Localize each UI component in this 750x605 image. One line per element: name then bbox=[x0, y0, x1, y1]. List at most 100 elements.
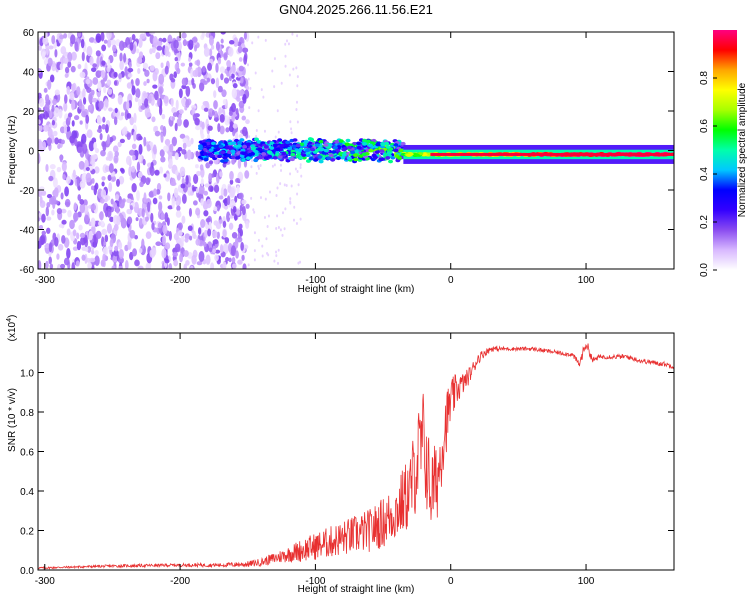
heatmap-noise-cell bbox=[139, 217, 143, 226]
heatmap-noise-cell bbox=[253, 231, 256, 235]
heatmap-onset-cell bbox=[202, 152, 208, 156]
heatmap-noise-cell bbox=[179, 253, 184, 263]
heatmap-noise-cell bbox=[202, 65, 206, 73]
heatmap-onset-cell bbox=[303, 139, 309, 144]
svg-text:(x104): (x104) bbox=[6, 315, 18, 342]
heatmap-noise-cell bbox=[299, 260, 302, 264]
heatmap-noise-cell bbox=[41, 230, 47, 236]
heatmap-noise-cell bbox=[263, 215, 266, 219]
heatmap-onset-cell bbox=[225, 153, 231, 158]
heatmap-noise-cell bbox=[245, 119, 250, 125]
heatmap-noise-cell bbox=[103, 86, 107, 94]
heatmap-noise-cell bbox=[158, 195, 163, 200]
heatmap-noise-cell bbox=[203, 210, 209, 217]
heatmap-noise-cell bbox=[250, 159, 253, 163]
heatmap-noise-cell bbox=[132, 154, 136, 161]
heatmap-noise-cell bbox=[245, 203, 250, 209]
heatmap-noise-cell bbox=[231, 102, 237, 113]
heatmap-onset-cell bbox=[289, 157, 295, 162]
snr-scale-base: (x10 bbox=[7, 321, 18, 341]
heatmap-noise-cell bbox=[277, 130, 280, 134]
heatmap-noise-cell bbox=[262, 95, 265, 99]
heatmap-noise-cell bbox=[69, 92, 75, 101]
heatmap-onset-cell bbox=[331, 150, 337, 154]
heatmap-onset-cell bbox=[314, 143, 320, 148]
heatmap-noise-cell bbox=[200, 133, 205, 139]
heatmap-noise-cell bbox=[297, 261, 300, 265]
heatmap-noise-cell bbox=[151, 116, 156, 123]
heatmap-noise-cell bbox=[138, 247, 143, 254]
heatmap-noise-cell bbox=[145, 262, 150, 269]
heatmap-onset-cell bbox=[347, 145, 353, 150]
heatmap-noise-cell bbox=[284, 207, 287, 211]
heatmap-noise-cell bbox=[188, 62, 193, 67]
heatmap-noise-cell bbox=[229, 170, 234, 181]
heatmap-noise-cell bbox=[291, 32, 294, 36]
heatmap-noise-cell bbox=[74, 41, 79, 52]
heatmap-noise-cell bbox=[57, 143, 61, 150]
heatmap-onset-cell bbox=[305, 148, 311, 153]
heatmap-noise-cell bbox=[96, 116, 102, 125]
heatmap-noise-cell bbox=[195, 207, 201, 216]
heatmap-noise-cell bbox=[207, 62, 213, 71]
heatmap-noise-cell bbox=[90, 217, 96, 228]
heatmap-noise-cell bbox=[242, 47, 249, 53]
heatmap-noise-cell bbox=[295, 222, 298, 226]
heatmap-noise-cell bbox=[154, 90, 159, 101]
heatmap-noise-cell bbox=[250, 165, 253, 169]
heatmap-noise-cell bbox=[48, 175, 54, 181]
heatmap-onset-cell bbox=[317, 155, 323, 159]
heatmap-noise-cell bbox=[126, 198, 132, 204]
heatmap-noise-cell bbox=[241, 115, 247, 121]
heatmap-noise-cell bbox=[214, 249, 221, 254]
heatmap-noise-cell bbox=[57, 243, 64, 251]
heatmap-noise-cell bbox=[188, 57, 192, 62]
heatmap-noise-cell bbox=[38, 212, 42, 219]
heatmap-noise-cell bbox=[133, 201, 139, 213]
heatmap-onset-cell bbox=[250, 147, 256, 151]
heatmap-noise-cell bbox=[123, 53, 127, 63]
heatmap-noise-cell bbox=[294, 167, 297, 171]
heatmap-noise-cell bbox=[283, 227, 286, 231]
heatmap-noise-cell bbox=[110, 198, 114, 205]
heatmap-noise-cell bbox=[120, 168, 125, 174]
heatmap-noise-cell bbox=[242, 263, 247, 269]
heatmap-noise-cell bbox=[171, 136, 178, 147]
heatmap-noise-cell bbox=[253, 210, 256, 214]
heatmap-noise-cell bbox=[63, 33, 68, 39]
heatmap-noise-cell bbox=[148, 94, 152, 104]
heatmap-noise-cell bbox=[143, 136, 147, 147]
heatmap-noise-cell bbox=[111, 265, 116, 269]
heatmap-noise-cell bbox=[205, 217, 211, 223]
heatmap-noise-cell bbox=[99, 197, 105, 204]
heatmap-onset-cell bbox=[341, 153, 347, 157]
heatmap-onset-cell bbox=[326, 156, 332, 160]
heatmap-noise-cell bbox=[168, 263, 173, 269]
heatmap-onset-cell bbox=[241, 158, 247, 162]
heatmap-noise-cell bbox=[175, 99, 179, 110]
heatmap-noise-cell bbox=[76, 86, 81, 96]
heatmap-noise-cell bbox=[116, 178, 120, 187]
heatmap-noise-cell bbox=[196, 59, 201, 67]
heatmap-noise-cell bbox=[91, 185, 95, 191]
heatmap-noise-cell bbox=[152, 35, 158, 47]
heatmap-noise-cell bbox=[45, 94, 50, 103]
heatmap-noise-cell bbox=[257, 109, 260, 113]
heatmap-noise-cell bbox=[49, 263, 54, 269]
heatmap-noise-cell bbox=[289, 120, 292, 124]
heatmap-noise-cell bbox=[259, 196, 262, 200]
heatmap-noise-cell bbox=[106, 223, 112, 234]
heatmap-noise-cell bbox=[54, 137, 59, 145]
heatmap-noise-cell bbox=[280, 81, 283, 85]
snr-y-tick-label: 0.4 bbox=[20, 487, 34, 498]
heatmap-onset-cell bbox=[393, 143, 399, 147]
heatmap-noise-cell bbox=[87, 246, 92, 253]
heatmap-noise-cell bbox=[71, 83, 76, 92]
heatmap-noise-cell bbox=[183, 263, 188, 269]
heatmap-noise-cell bbox=[79, 203, 86, 214]
heatmap-noise-cell bbox=[185, 99, 190, 108]
heatmap-noise-cell bbox=[164, 242, 171, 250]
heatmap-noise-cell bbox=[159, 166, 164, 174]
heatmap-noise-cell bbox=[38, 97, 45, 108]
heatmap-noise-cell bbox=[229, 179, 234, 185]
